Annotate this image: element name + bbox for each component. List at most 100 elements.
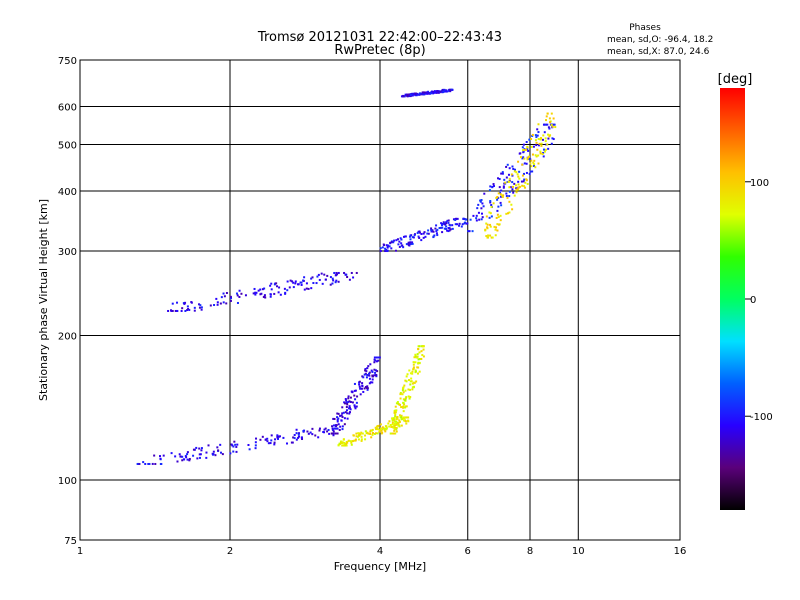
data-point xyxy=(254,447,257,450)
data-point xyxy=(528,155,531,158)
data-point xyxy=(413,93,416,96)
data-point xyxy=(400,416,403,419)
data-point xyxy=(550,142,553,145)
data-point xyxy=(367,365,370,368)
data-point xyxy=(181,455,184,458)
data-point xyxy=(416,93,419,96)
data-point xyxy=(229,299,232,302)
data-point xyxy=(422,236,425,239)
data-point xyxy=(397,243,400,246)
data-point xyxy=(212,452,215,455)
data-point xyxy=(184,301,187,304)
data-point xyxy=(427,90,430,93)
data-point xyxy=(363,373,366,376)
data-point xyxy=(517,180,520,183)
data-point xyxy=(512,167,515,170)
data-point xyxy=(536,134,539,137)
data-point xyxy=(384,427,387,430)
data-point xyxy=(522,150,525,153)
data-point xyxy=(347,397,350,400)
x-tick-label: 4 xyxy=(377,546,383,557)
data-point xyxy=(399,237,402,240)
data-point xyxy=(500,189,503,192)
data-point xyxy=(186,305,189,308)
data-point xyxy=(454,218,457,221)
data-point xyxy=(170,309,173,312)
data-point xyxy=(365,386,368,389)
data-point xyxy=(398,419,401,422)
data-point xyxy=(509,186,512,189)
data-point xyxy=(517,175,520,178)
data-point xyxy=(415,380,418,383)
data-point xyxy=(435,232,438,235)
data-point xyxy=(435,230,438,233)
data-point xyxy=(535,155,538,158)
data-point xyxy=(489,225,492,228)
data-point xyxy=(193,309,196,312)
data-point xyxy=(332,434,335,437)
data-point xyxy=(186,451,189,454)
data-point xyxy=(358,385,361,388)
data-point xyxy=(513,168,516,171)
data-point xyxy=(400,424,403,427)
data-point xyxy=(324,278,327,281)
data-point xyxy=(389,241,392,244)
data-point xyxy=(338,442,341,445)
data-point xyxy=(498,186,501,189)
data-point xyxy=(530,159,533,162)
data-point xyxy=(277,291,280,294)
data-point xyxy=(508,195,511,198)
colorbar-tick-label: 100 xyxy=(750,178,769,189)
data-point xyxy=(416,232,419,235)
data-point xyxy=(335,427,338,430)
data-point xyxy=(443,88,446,91)
data-point xyxy=(384,430,387,433)
data-point xyxy=(362,390,365,393)
data-point xyxy=(368,371,371,374)
data-point xyxy=(381,428,384,431)
data-point xyxy=(481,216,484,219)
data-point xyxy=(458,224,461,227)
data-point xyxy=(418,361,421,364)
data-point xyxy=(507,180,510,183)
data-point xyxy=(291,280,294,283)
data-point xyxy=(364,438,367,441)
data-point xyxy=(444,90,447,93)
data-point xyxy=(433,91,436,94)
data-point xyxy=(303,429,306,432)
data-point xyxy=(200,447,203,450)
data-point xyxy=(402,235,405,238)
data-point xyxy=(541,138,544,141)
data-point xyxy=(450,88,453,91)
data-point xyxy=(295,438,298,441)
data-point xyxy=(248,448,251,451)
data-point xyxy=(328,432,331,435)
data-point xyxy=(216,446,219,449)
data-point xyxy=(214,454,217,457)
data-points xyxy=(136,88,557,465)
data-point xyxy=(411,386,414,389)
data-point xyxy=(154,462,157,465)
data-point xyxy=(490,215,493,218)
data-point xyxy=(505,192,508,195)
data-point xyxy=(283,287,286,290)
data-point xyxy=(232,445,235,448)
data-point xyxy=(522,156,525,159)
data-point xyxy=(342,411,345,414)
data-point xyxy=(332,417,335,420)
data-point xyxy=(441,226,444,229)
data-point xyxy=(499,219,502,222)
data-point xyxy=(393,417,396,420)
data-point xyxy=(282,436,285,439)
data-point xyxy=(295,428,298,431)
data-point xyxy=(524,181,527,184)
data-point xyxy=(352,276,355,279)
data-point xyxy=(523,185,526,188)
data-point xyxy=(254,293,257,296)
data-point xyxy=(400,406,403,409)
data-point xyxy=(192,448,195,451)
x-axis-ticks: 1 2 4 6 8 10 16 xyxy=(77,546,687,557)
data-point xyxy=(412,367,415,370)
data-point xyxy=(346,276,349,279)
data-point xyxy=(401,244,404,247)
